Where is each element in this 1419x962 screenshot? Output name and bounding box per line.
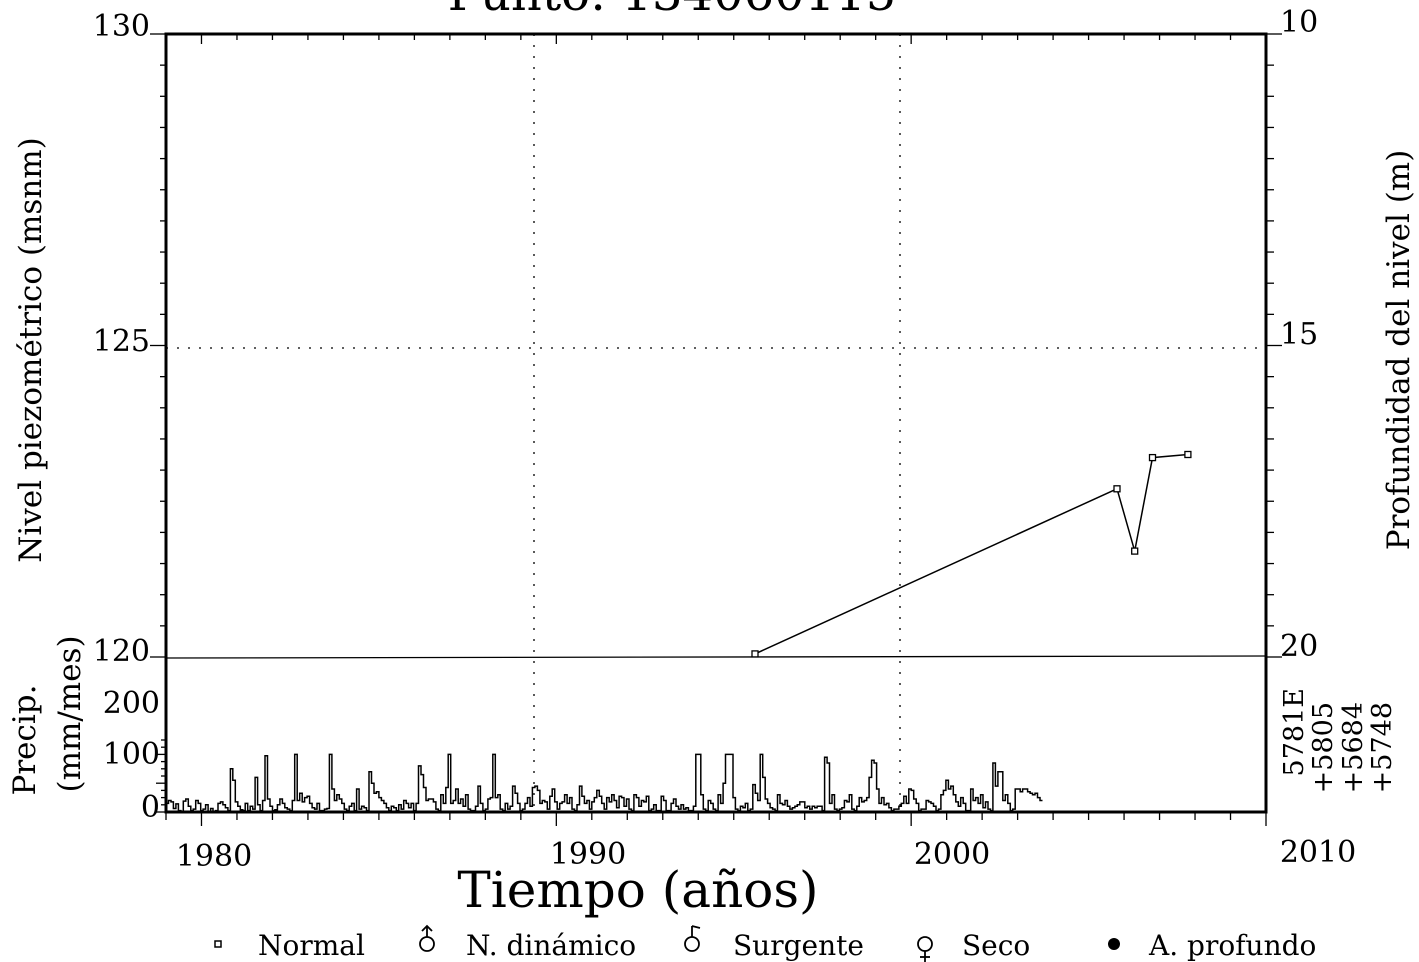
surgent-icon <box>684 925 701 952</box>
precip-tick-0: 0 <box>141 790 160 825</box>
station-code-2: +5805 <box>1308 702 1339 793</box>
legend-label-normal: Normal <box>258 929 365 962</box>
xtick-1990: 1990 <box>550 837 626 872</box>
plot-frame <box>164 32 1268 814</box>
level-point <box>1148 453 1157 462</box>
level-point <box>1131 547 1139 555</box>
level-point <box>1184 450 1192 459</box>
legend-label-dynamic: N. dinámico <box>466 929 636 962</box>
legend-item-surgent: Surgente <box>684 925 864 962</box>
legend-label-dry: Seco <box>962 929 1030 962</box>
precip-tick-100: 100 <box>103 737 160 772</box>
plot-border <box>164 32 1268 814</box>
ytick-right-15: 15 <box>1280 317 1318 352</box>
xtick-1980: 1980 <box>176 839 252 874</box>
ytick-right-10: 10 <box>1280 5 1318 40</box>
station-code-3: +5684 <box>1338 702 1369 793</box>
legend: Normal N. dinámico Surgente S <box>214 924 1316 962</box>
xtick-2010: 2010 <box>1280 835 1356 870</box>
level-point <box>1113 485 1121 493</box>
station-code-4: +5748 <box>1367 702 1398 793</box>
ytick-right-20: 20 <box>1280 629 1318 664</box>
legend-label-deep: A. profundo <box>1148 929 1316 962</box>
y-left-axis: 130 125 120 Nivel piezométrico (msnm) <box>13 9 150 669</box>
precip-title: Precip. <box>7 685 43 796</box>
precip-units: (mm/mes) <box>52 635 88 792</box>
precipitation-series <box>165 753 1043 813</box>
dry-icon <box>917 936 933 962</box>
precip-separator <box>165 655 1267 659</box>
ytick-left-120: 120 <box>93 634 150 669</box>
legend-item-dry: Seco <box>917 929 1030 962</box>
xtick-2000: 2000 <box>914 837 990 872</box>
ytick-left-130: 130 <box>93 9 150 44</box>
y-right-title: Profundidad del nivel (m) <box>1381 150 1417 551</box>
ytick-left-125: 125 <box>93 324 150 359</box>
legend-item-dynamic: N. dinámico <box>419 924 636 962</box>
y-right-axis: 10 15 20 Profundidad del nivel (m) <box>1280 5 1417 664</box>
deep-dot-icon <box>1108 938 1120 950</box>
level-point <box>751 650 759 658</box>
level-series <box>751 450 1192 658</box>
legend-item-normal: Normal <box>214 929 365 962</box>
level-line <box>754 453 1188 655</box>
normal-square-icon <box>214 940 222 948</box>
station-codes: 5781E +5805 +5684 +5748 <box>1279 688 1398 793</box>
precip-axis: 200 100 0 Precip. (mm/mes) <box>7 635 160 825</box>
x-axis-title: Tiempo (años) <box>457 861 818 919</box>
dynamic-level-icon <box>419 924 435 952</box>
axis-ticks <box>150 33 1282 826</box>
y-left-title: Nivel piezométrico (msnm) <box>13 137 49 562</box>
precip-tick-200: 200 <box>103 686 160 721</box>
legend-label-surgent: Surgente <box>733 929 864 962</box>
legend-item-deep: A. profundo <box>1108 929 1316 962</box>
x-axis: 1980 1990 2000 2010 Tiempo (años) <box>176 835 1356 919</box>
station-code-1: 5781E <box>1279 688 1310 776</box>
chart-title: Punto: 134060115 <box>448 0 897 22</box>
